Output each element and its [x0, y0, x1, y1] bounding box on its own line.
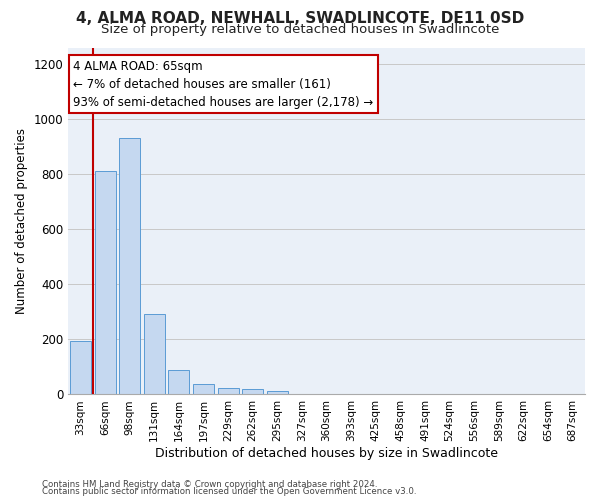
X-axis label: Distribution of detached houses by size in Swadlincote: Distribution of detached houses by size … [155, 447, 498, 460]
Text: 4, ALMA ROAD, NEWHALL, SWADLINCOTE, DE11 0SD: 4, ALMA ROAD, NEWHALL, SWADLINCOTE, DE11… [76, 11, 524, 26]
Bar [218, 388, 239, 394]
Bar [95, 172, 116, 394]
Text: Size of property relative to detached houses in Swadlincote: Size of property relative to detached ho… [101, 22, 499, 36]
Text: Contains public sector information licensed under the Open Government Licence v3: Contains public sector information licen… [42, 487, 416, 496]
Bar [169, 370, 190, 394]
Text: 4 ALMA ROAD: 65sqm
← 7% of detached houses are smaller (161)
93% of semi-detache: 4 ALMA ROAD: 65sqm ← 7% of detached hous… [73, 60, 374, 108]
Bar [70, 342, 91, 394]
Bar [242, 389, 263, 394]
Bar [119, 138, 140, 394]
Text: Contains HM Land Registry data © Crown copyright and database right 2024.: Contains HM Land Registry data © Crown c… [42, 480, 377, 489]
Bar [144, 314, 165, 394]
Bar [267, 391, 288, 394]
Y-axis label: Number of detached properties: Number of detached properties [15, 128, 28, 314]
Bar [193, 384, 214, 394]
